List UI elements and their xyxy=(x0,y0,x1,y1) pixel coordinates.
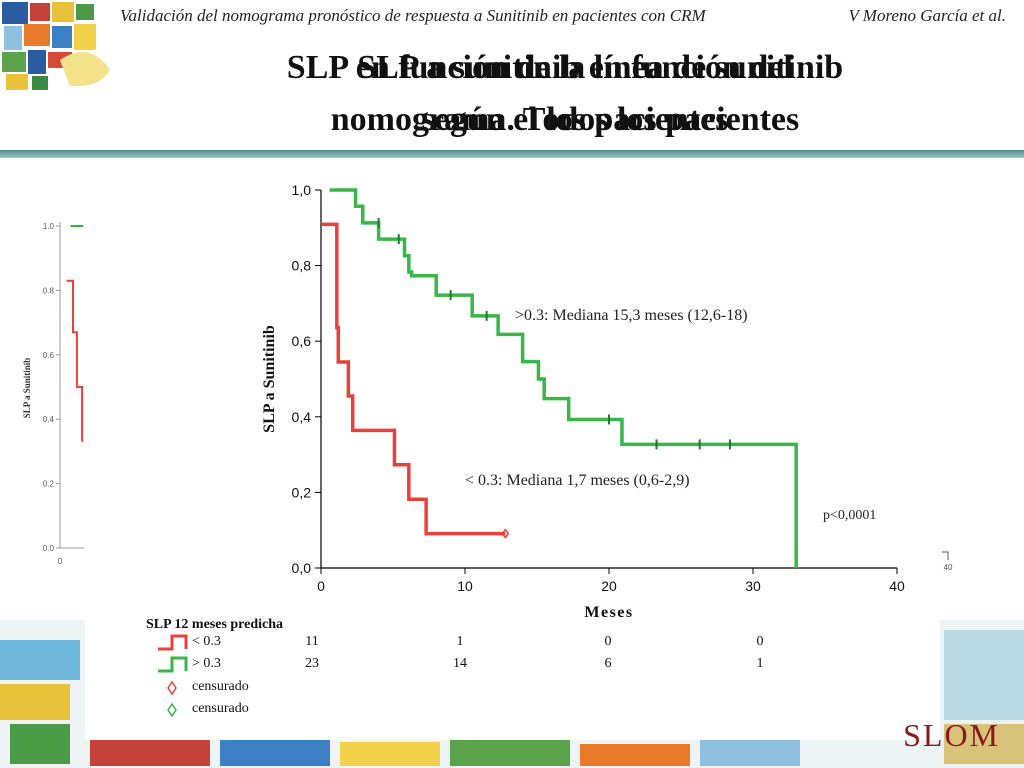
risk-table-panel xyxy=(85,605,940,740)
bg-y-tick-label: 0.2 xyxy=(43,480,55,489)
bg-y-tick-label: 1.0 xyxy=(43,222,55,231)
x-tick-label: 10 xyxy=(457,578,473,594)
y-axis-label: SLP a Sunitinib xyxy=(261,325,278,433)
bg-y-tick-label: 0.4 xyxy=(43,415,55,424)
bg-x-tick-label-right: 40 xyxy=(944,563,953,572)
slide-title-back-line-2: nomograma. Todos los pacientes xyxy=(330,101,800,138)
header-subtitle: Validación del nomograma pronóstico de r… xyxy=(120,6,706,25)
chart-annotation: p<0,0001 xyxy=(823,508,876,523)
header-author: V Moreno García et al. xyxy=(848,6,1006,25)
x-tick-label: 20 xyxy=(601,578,617,594)
y-tick-label: 0,2 xyxy=(292,484,312,500)
slom-logo: SLOM xyxy=(903,717,1000,753)
slide-title-front-line-1: SLP a sunitinib en función del xyxy=(357,49,793,86)
bg-x-tick-label: 0 xyxy=(58,557,63,566)
y-tick-label: 1,0 xyxy=(292,182,312,198)
bg-series-line xyxy=(66,279,84,442)
slide-title-back-line-1: SLP en función de la línea de sunitinib xyxy=(286,49,844,86)
slide-title-front-line-2: según el los pacientes xyxy=(421,101,729,138)
y-tick-label: 0,4 xyxy=(292,409,312,425)
x-axis-label: Meses xyxy=(584,604,633,621)
km-series-line xyxy=(321,222,506,536)
censor-mark xyxy=(501,528,510,539)
bg-y-tick-label: 0.8 xyxy=(43,286,55,295)
chart-annotation: < 0.3: Mediana 1,7 meses (0,6-2,9) xyxy=(465,472,690,489)
y-tick-label: 0,0 xyxy=(292,560,312,576)
y-tick-label: 0,8 xyxy=(292,258,312,274)
bg-y-tick-label: 0.6 xyxy=(43,351,55,360)
bg-x-axis-end xyxy=(942,551,949,560)
bg-y-axis-label: SLP a Sunitinib xyxy=(22,358,32,419)
km-series-line xyxy=(329,188,798,568)
x-tick-label: 0 xyxy=(317,578,325,594)
title-divider xyxy=(0,150,1024,158)
bg-y-tick-label: 0.0 xyxy=(43,544,55,553)
x-tick-label: 40 xyxy=(889,578,905,594)
x-tick-label: 30 xyxy=(745,578,761,594)
y-tick-label: 0,6 xyxy=(292,333,312,349)
mosaic-decoration-top xyxy=(0,0,115,92)
chart-annotation: >0.3: Mediana 15,3 meses (12,6-18) xyxy=(515,307,748,324)
